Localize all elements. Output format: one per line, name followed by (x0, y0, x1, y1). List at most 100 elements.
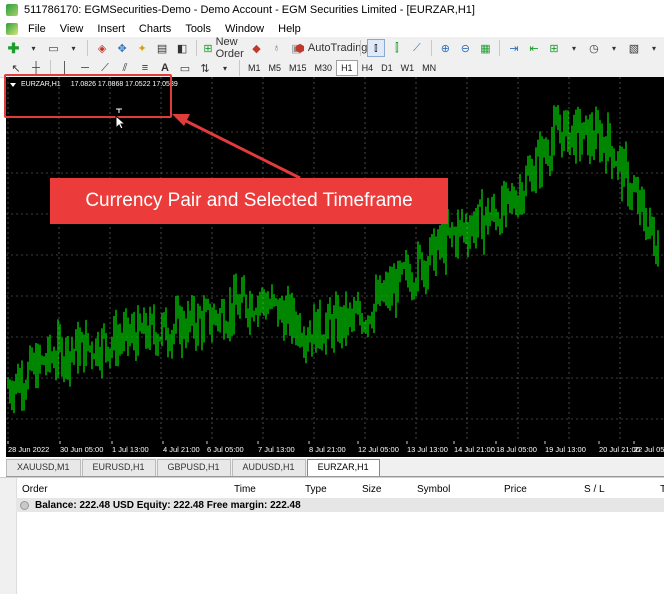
col-size[interactable]: Size (362, 484, 382, 495)
market-icon[interactable]: ▣ (291, 42, 302, 55)
tab-eurzar-h1[interactable]: EURZAR,H1 (306, 459, 380, 476)
x-tick-label: 30 Jun 05:00 (60, 445, 103, 454)
separator (239, 60, 240, 76)
terminal-icon[interactable]: ▤ (156, 42, 168, 55)
x-tick-label: 8 Jul 21:00 (309, 445, 346, 454)
menu-view[interactable]: View (59, 22, 84, 35)
navigator-icon[interactable]: ✦ (137, 42, 147, 55)
autotrading-label: AutoTrading (307, 42, 368, 54)
profiles-icon[interactable]: ▭ (48, 42, 59, 55)
chart-window-icon[interactable] (6, 22, 18, 35)
vertical-line-icon[interactable]: │ (61, 62, 69, 74)
timeframe-m15[interactable]: M15 (289, 63, 307, 73)
channel-icon[interactable]: ⫽ (122, 61, 128, 74)
autotrading-button[interactable]: ⬢ AutoTrading (295, 40, 367, 56)
menu-file[interactable]: File (28, 22, 46, 35)
annotation-highlight-box (4, 74, 172, 118)
dropdown-icon[interactable]: ▾ (571, 43, 576, 53)
col-price[interactable]: Price (504, 484, 527, 495)
col-sl[interactable]: S / L (584, 484, 605, 495)
x-tick-label: 22 Jul 05:00 (634, 445, 664, 454)
col-symbol[interactable]: Symbol (417, 484, 451, 495)
market-watch-icon[interactable]: ◈ (97, 42, 107, 55)
crosshair-icon[interactable]: ┼ (32, 62, 40, 74)
bar-chart-icon[interactable]: ⫾ (366, 39, 385, 57)
menu-insert[interactable]: Insert (97, 22, 125, 35)
timeframe-w1[interactable]: W1 (400, 63, 415, 73)
templates-icon[interactable]: ▧ (628, 42, 640, 55)
timeframe-mn[interactable]: MN (422, 63, 437, 73)
metaeditor-icon[interactable]: ◆ (252, 42, 261, 55)
arrows-icon[interactable]: ⇅ (200, 62, 210, 75)
dropdown-icon[interactable]: ▾ (31, 43, 36, 53)
line-chart-icon[interactable]: ⟋ (412, 41, 421, 54)
trendline-icon[interactable]: ⟋ (101, 61, 109, 74)
cursor-icon[interactable]: ↖ (11, 62, 21, 75)
col-type[interactable]: Type (305, 484, 327, 495)
timeframe-m5[interactable]: M5 (268, 63, 282, 73)
text-icon[interactable]: A (161, 62, 169, 74)
signals-icon[interactable]: ♁ (272, 42, 281, 54)
data-window-icon[interactable]: ✥ (117, 42, 127, 55)
dropdown-icon[interactable]: ▾ (611, 43, 616, 53)
timeframe-m1[interactable]: M1 (248, 63, 261, 73)
dropdown-icon[interactable]: ▾ (222, 63, 227, 73)
menu-help[interactable]: Help (278, 22, 301, 35)
mouse-cursor-icon (115, 108, 126, 130)
periods-icon[interactable]: ◷ (589, 42, 599, 55)
tab-xauusd-m1[interactable]: XAUUSD,M1 (6, 459, 81, 476)
timeframe-d1[interactable]: D1 (381, 63, 393, 73)
menu-window[interactable]: Window (225, 22, 265, 35)
chart-ohlc: 17.0826 17.0868 17.0522 17.0539 (70, 81, 178, 88)
tab-gbpusd-h1[interactable]: GBPUSD,H1 (156, 459, 231, 476)
annotation-callout: Currency Pair and Selected Timeframe (50, 178, 448, 224)
menu-bar: File View Insert Charts Tools Window Hel… (0, 20, 664, 37)
timeframe-m30[interactable]: M30 (314, 63, 333, 73)
col-tp[interactable]: T (660, 484, 664, 495)
new-chart-icon[interactable]: ✚ (7, 39, 20, 56)
balance-text: Balance: 222.48 USD Equity: 222.48 Free … (35, 499, 301, 511)
menu-tools[interactable]: Tools (185, 22, 211, 35)
terminal-side-bar[interactable] (0, 478, 17, 594)
timeframe-h1[interactable]: H1 (336, 60, 358, 76)
time-axis-svg: 28 Jun 2022 30 Jun 05:00 1 Jul 13:00 4 Jul … (7, 441, 664, 454)
zoom-out-icon[interactable]: ⊖ (460, 42, 471, 55)
separator (430, 40, 432, 56)
zoom-in-icon[interactable]: ⊕ (440, 42, 451, 55)
candlestick-icon[interactable]: ⫿ (395, 41, 399, 54)
time-axis: 28 Jun 2022 30 Jun 05:00 1 Jul 13:00 4 Jul … (6, 441, 664, 457)
timeframe-h4[interactable]: H4 (361, 63, 374, 73)
app-icon (6, 4, 18, 16)
x-tick-label: 19 Jul 13:00 (545, 445, 586, 454)
terminal-panel: Order Time Type Size Symbol Price S / L … (0, 477, 664, 594)
price-chart[interactable] (6, 77, 664, 441)
terminal-header: Order Time Type Size Symbol Price S / L … (16, 482, 664, 498)
tile-windows-icon[interactable]: ▦ (480, 42, 491, 55)
label-icon[interactable]: ▭ (179, 62, 191, 75)
x-tick-label: 13 Jul 13:00 (407, 445, 448, 454)
x-tick-label: 28 Jun 2022 (8, 445, 49, 454)
indicators-icon[interactable]: ⊞ (549, 42, 559, 55)
price-chart-svg (6, 77, 664, 441)
horizontal-line-icon[interactable]: ─ (81, 62, 89, 74)
balance-row[interactable]: Balance: 222.48 USD Equity: 222.48 Free … (16, 498, 664, 512)
autoscroll-icon[interactable]: ⇤ (529, 42, 539, 55)
menu-charts[interactable]: Charts (138, 22, 172, 35)
chart-tabs: XAUUSD,M1 EURUSD,H1 GBPUSD,H1 AUDUSD,H1 … (6, 458, 664, 477)
window-title: 511786170: EGMSecurities-Demo - Demo Acc… (24, 4, 475, 16)
dropdown-icon[interactable]: ▾ (651, 43, 656, 53)
x-tick-label: 1 Jul 13:00 (112, 445, 149, 454)
tab-eurusd-h1[interactable]: EURUSD,H1 (81, 459, 156, 476)
new-order-button[interactable]: ⊞ New Order (203, 36, 245, 60)
col-time[interactable]: Time (234, 484, 256, 495)
separator (50, 60, 51, 76)
new-order-label: New Order (215, 36, 244, 60)
col-order[interactable]: Order (22, 484, 48, 495)
dropdown-icon[interactable]: ▾ (71, 43, 76, 53)
tester-icon[interactable]: ◧ (176, 42, 188, 55)
fibonacci-icon[interactable]: ≡ (141, 62, 149, 74)
tab-audusd-h1[interactable]: AUDUSD,H1 (231, 459, 306, 476)
chart-shift-icon[interactable]: ⇥ (509, 42, 519, 55)
chart-collapse-icon[interactable] (10, 82, 16, 87)
